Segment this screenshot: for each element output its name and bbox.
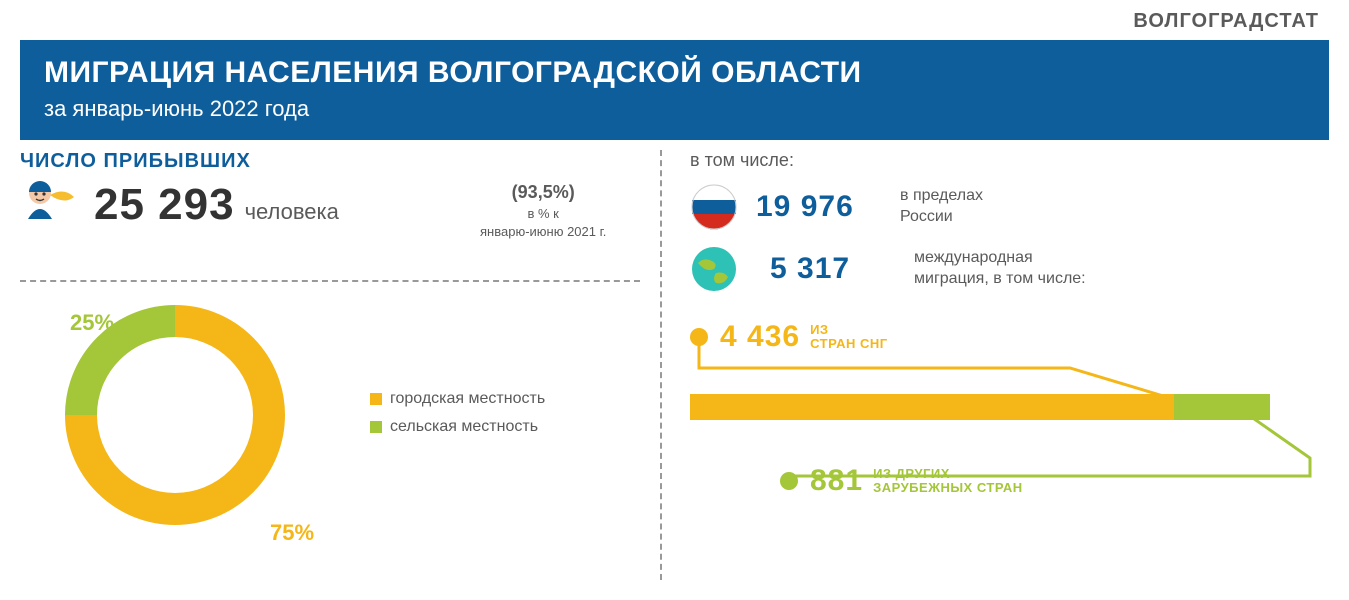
vertical-divider <box>660 150 662 580</box>
including-russia-number: 19 976 <box>756 190 886 224</box>
legend-label-urban: городская местность <box>390 390 545 408</box>
legend-label-rural: сельская местность <box>390 418 538 436</box>
breakdown-bar <box>690 394 1270 420</box>
bar-seg-cis <box>690 394 1174 420</box>
arrivals-label: ЧИСЛО ПРИБЫВШИХ <box>20 150 640 173</box>
legend-swatch-rural <box>370 421 382 433</box>
including-russia: 19 976 в пределах России <box>690 183 1329 231</box>
donut-pct-urban: 75% <box>270 520 314 546</box>
including-intl: 5 317 международная миграция, в том числ… <box>690 245 1329 293</box>
legend-item-urban: городская местность <box>370 390 545 408</box>
russia-flag-icon <box>690 183 738 231</box>
breakdown-cis-label: ИЗ СТРАН СНГ <box>810 323 888 352</box>
percent-vs-prev: (93,5%) в % к январю-июню 2021 г. <box>480 180 606 242</box>
donut-legend: городская местность сельская местность <box>370 390 545 446</box>
header-title: МИГРАЦИЯ НАСЕЛЕНИЯ ВОЛГОГРАДСКОЙ ОБЛАСТИ <box>44 56 1305 90</box>
cis-dot-icon <box>690 328 708 346</box>
org-label: ВОЛГОГРАДСТАТ <box>1133 10 1319 33</box>
pct-main: (93,5%) <box>480 180 606 205</box>
breakdown-other: 881 ИЗ ДРУГИХ ЗАРУБЕЖНЫХ СТРАН <box>780 464 1320 498</box>
pct-sub2: январю-июню 2021 г. <box>480 223 606 241</box>
donut-pct-rural: 25% <box>70 310 114 336</box>
arrivals-unit: человека <box>245 199 339 225</box>
globe-icon <box>690 245 738 293</box>
person-map-icon <box>20 177 76 233</box>
pct-sub1: в % к <box>480 205 606 223</box>
including-russia-desc: в пределах России <box>900 186 983 228</box>
including-intl-desc: международная миграция, в том числе: <box>914 248 1086 290</box>
legend-swatch-urban <box>370 393 382 405</box>
including-label: в том числе: <box>690 150 1329 171</box>
breakdown-cis-number: 4 436 <box>720 320 800 354</box>
arrivals-number: 25 293 <box>94 180 235 230</box>
intl-breakdown: 4 436 ИЗ СТРАН СНГ 881 ИЗ ДРУГИХ ЗАРУБЕЖ… <box>690 320 1320 498</box>
other-dot-icon <box>780 472 798 490</box>
breakdown-other-number: 881 <box>810 464 863 498</box>
header-subtitle: за январь-июнь 2022 года <box>44 96 1305 122</box>
horizontal-divider <box>20 280 640 282</box>
breakdown-cis: 4 436 ИЗ СТРАН СНГ <box>690 320 1320 354</box>
header-bar: МИГРАЦИЯ НАСЕЛЕНИЯ ВОЛГОГРАДСКОЙ ОБЛАСТИ… <box>20 40 1329 140</box>
bar-seg-other <box>1174 394 1270 420</box>
including-block: в том числе: 19 976 в пределах России 5 … <box>690 150 1329 307</box>
legend-item-rural: сельская местность <box>370 418 545 436</box>
breakdown-other-label: ИЗ ДРУГИХ ЗАРУБЕЖНЫХ СТРАН <box>873 467 1023 496</box>
including-intl-number: 5 317 <box>770 252 900 286</box>
